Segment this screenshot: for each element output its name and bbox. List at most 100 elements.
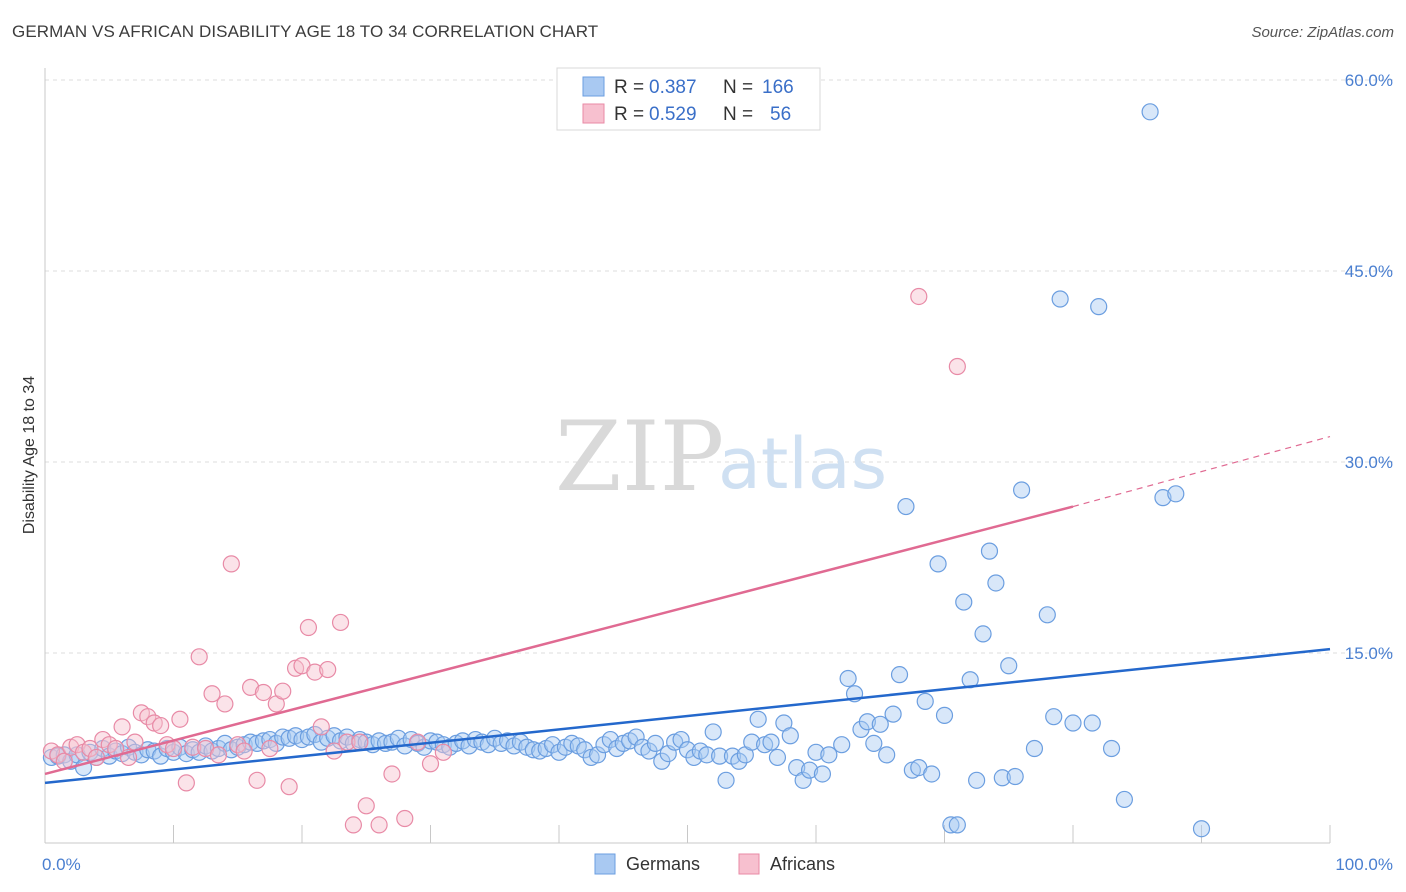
african-point-33 (254, 683, 273, 702)
african-point-1 (49, 746, 67, 764)
african-point-47 (344, 816, 362, 834)
german-point-110 (749, 710, 767, 728)
german-point-147 (993, 769, 1011, 787)
african-point-41 (306, 663, 324, 681)
x-tick-label-0: 0.0% (42, 855, 81, 874)
african-point-30 (235, 742, 253, 760)
african-point-36 (274, 682, 292, 700)
legend-swatch-africans (582, 103, 605, 124)
german-point-140 (948, 816, 966, 834)
german-point-128 (871, 715, 889, 733)
legend-n-value-germans: 166 (762, 77, 794, 98)
german-point-137 (929, 555, 947, 573)
german-point-118 (800, 761, 819, 779)
trend-lines (44, 435, 1331, 785)
german-point-154 (1051, 290, 1069, 308)
legend-n-value-africans: 56 (770, 104, 791, 125)
german-point-107 (730, 752, 748, 770)
german-point-119 (807, 743, 825, 761)
bottom-legend-germans: Germans (626, 854, 700, 874)
african-point-23 (190, 648, 208, 666)
german-point-153 (1045, 708, 1063, 726)
african-point-27 (216, 695, 234, 713)
african-point-56 (910, 287, 928, 306)
german-point-155 (1064, 714, 1082, 732)
african-point-49 (357, 797, 375, 815)
german-point-130 (884, 705, 902, 723)
german-point-150 (1012, 481, 1031, 499)
german-point-103 (704, 723, 722, 741)
bottom-legend: Germans Africans (594, 853, 835, 875)
y-axis-title: Disability Age 18 to 34 (21, 376, 38, 534)
legend-r-value-africans: 0.529 (649, 104, 697, 125)
african-point-13 (126, 733, 144, 751)
y-tick-label-1: 30.0% (1345, 453, 1393, 472)
y-tick-labels: 15.0% 30.0% 45.0% 60.0% (1345, 71, 1393, 663)
chart-title: GERMAN VS AFRICAN DISABILITY AGE 18 TO 3… (12, 22, 599, 41)
african-point-52 (396, 809, 414, 828)
german-point-145 (980, 542, 999, 560)
watermark-zip: ZIP (555, 401, 724, 513)
german-point-36 (274, 728, 292, 746)
german-point-158 (1102, 739, 1121, 758)
african-point-54 (421, 755, 440, 773)
african-point-50 (370, 816, 388, 834)
german-point-121 (820, 746, 838, 764)
german-point-132 (897, 497, 915, 516)
german-point-129 (878, 746, 896, 764)
african-point-29 (229, 736, 247, 754)
african-point-32 (248, 771, 266, 789)
german-point-136 (923, 765, 941, 783)
african-point-28 (222, 555, 240, 573)
german-point-143 (968, 771, 986, 789)
german-point-126 (858, 713, 877, 731)
african-point-11 (113, 718, 131, 736)
german-point-160 (1141, 103, 1159, 121)
german-point-163 (1192, 820, 1211, 838)
axes (44, 68, 1331, 844)
german-point-113 (768, 748, 787, 767)
german-point-159 (1115, 790, 1134, 809)
africans-trend-extension (1072, 435, 1331, 508)
african-point-40 (299, 618, 318, 637)
african-point-45 (331, 613, 350, 632)
german-point-46 (338, 728, 356, 746)
german-point-151 (1025, 739, 1044, 758)
german-point-139 (942, 816, 960, 834)
german-point-100 (685, 748, 703, 767)
african-point-22 (184, 738, 202, 756)
german-point-115 (781, 727, 799, 745)
african-point-31 (242, 678, 260, 696)
german-point-117 (794, 771, 812, 789)
y-tick-label-2: 45.0% (1345, 262, 1393, 281)
german-point-75 (524, 741, 542, 759)
african-point-55 (434, 743, 452, 761)
german-point-31 (242, 733, 260, 751)
y-tick-label-0: 15.0% (1345, 644, 1393, 663)
legend-swatch-germans (582, 76, 605, 97)
african-point-57 (948, 357, 966, 376)
bottom-legend-swatch-germans (594, 853, 616, 875)
german-point-148 (1000, 657, 1018, 675)
german-point-104 (711, 747, 729, 765)
german-point-135 (916, 692, 934, 710)
africans-trend-line (44, 505, 1074, 776)
german-point-87 (601, 730, 620, 749)
german-point-105 (717, 771, 735, 789)
source-label: Source: ZipAtlas.com (1251, 24, 1394, 41)
legend-r-value-germans: 0.387 (649, 77, 697, 98)
african-point-15 (139, 708, 157, 726)
german-point-98 (672, 730, 690, 749)
african-point-53 (409, 733, 427, 751)
german-point-157 (1090, 298, 1108, 316)
african-point-46 (338, 733, 356, 751)
legend-box: R = 0.387 N = 166 R = 0.529 N = 56 (556, 67, 821, 131)
german-point-149 (1006, 767, 1024, 786)
german-point-141 (955, 593, 973, 611)
african-point-48 (351, 733, 369, 751)
german-point-109 (743, 733, 761, 751)
bottom-legend-africans: Africans (770, 854, 835, 874)
grid-lines (45, 79, 1394, 654)
german-point-122 (833, 736, 851, 754)
